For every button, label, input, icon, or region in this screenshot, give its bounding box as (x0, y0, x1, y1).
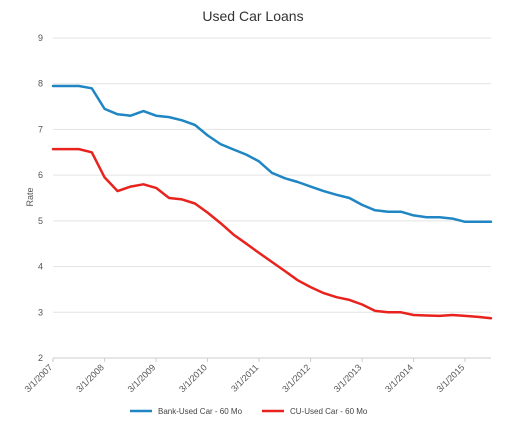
chart-title: Used Car Loans (202, 8, 303, 24)
x-tick-label: 3/1/2009 (126, 362, 158, 394)
x-tick-label: 3/1/2012 (280, 362, 312, 394)
y-tick-label: 5 (38, 216, 43, 226)
y-tick-label: 4 (38, 262, 43, 272)
x-tick-label: 3/1/2014 (383, 362, 415, 394)
series-line-0 (51, 84, 493, 224)
series-line-1 (51, 147, 493, 320)
legend-label: Bank-Used Car - 60 Mo (158, 407, 243, 416)
y-tick-label: 9 (38, 33, 43, 43)
x-tick-label: 3/1/2008 (74, 362, 106, 394)
y-tick-label: 3 (38, 307, 43, 317)
x-tick-label: 3/1/2007 (23, 362, 55, 394)
y-tick-label: 7 (38, 124, 43, 134)
series-lines (51, 84, 493, 320)
x-tick-label: 3/1/2013 (332, 362, 364, 394)
legend: Bank-Used Car - 60 Mo CU-Used Car - 60 Mo (130, 407, 368, 416)
x-tick-label: 3/1/2011 (229, 362, 260, 393)
grid (53, 37, 491, 359)
x-tick-label: 3/1/2010 (177, 362, 209, 394)
x-axis: 3/1/2007 3/1/2008 3/1/2009 3/1/2010 3/1/2011… (23, 358, 467, 394)
legend-label: CU-Used Car - 60 Mo (290, 407, 368, 416)
x-tick-label: 3/1/2015 (435, 362, 467, 394)
y-axis: 2 3 4 5 6 7 8 9 (38, 33, 43, 363)
y-tick-label: 6 (38, 170, 43, 180)
y-tick-label: 8 (38, 79, 43, 89)
y-axis-title: Rate (25, 187, 35, 206)
y-tick-label: 2 (38, 353, 43, 363)
